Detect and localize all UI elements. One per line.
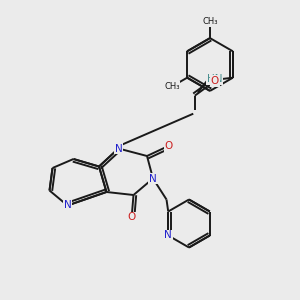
Text: N: N (115, 143, 122, 154)
Text: O: O (127, 212, 136, 223)
Text: O: O (211, 76, 219, 86)
Text: N: N (64, 200, 71, 211)
Text: CH₃: CH₃ (202, 17, 218, 26)
Text: N: N (164, 230, 172, 241)
Text: N: N (149, 173, 157, 184)
Text: CH₃: CH₃ (164, 82, 180, 91)
Text: HN: HN (206, 74, 222, 84)
Text: O: O (164, 141, 173, 151)
